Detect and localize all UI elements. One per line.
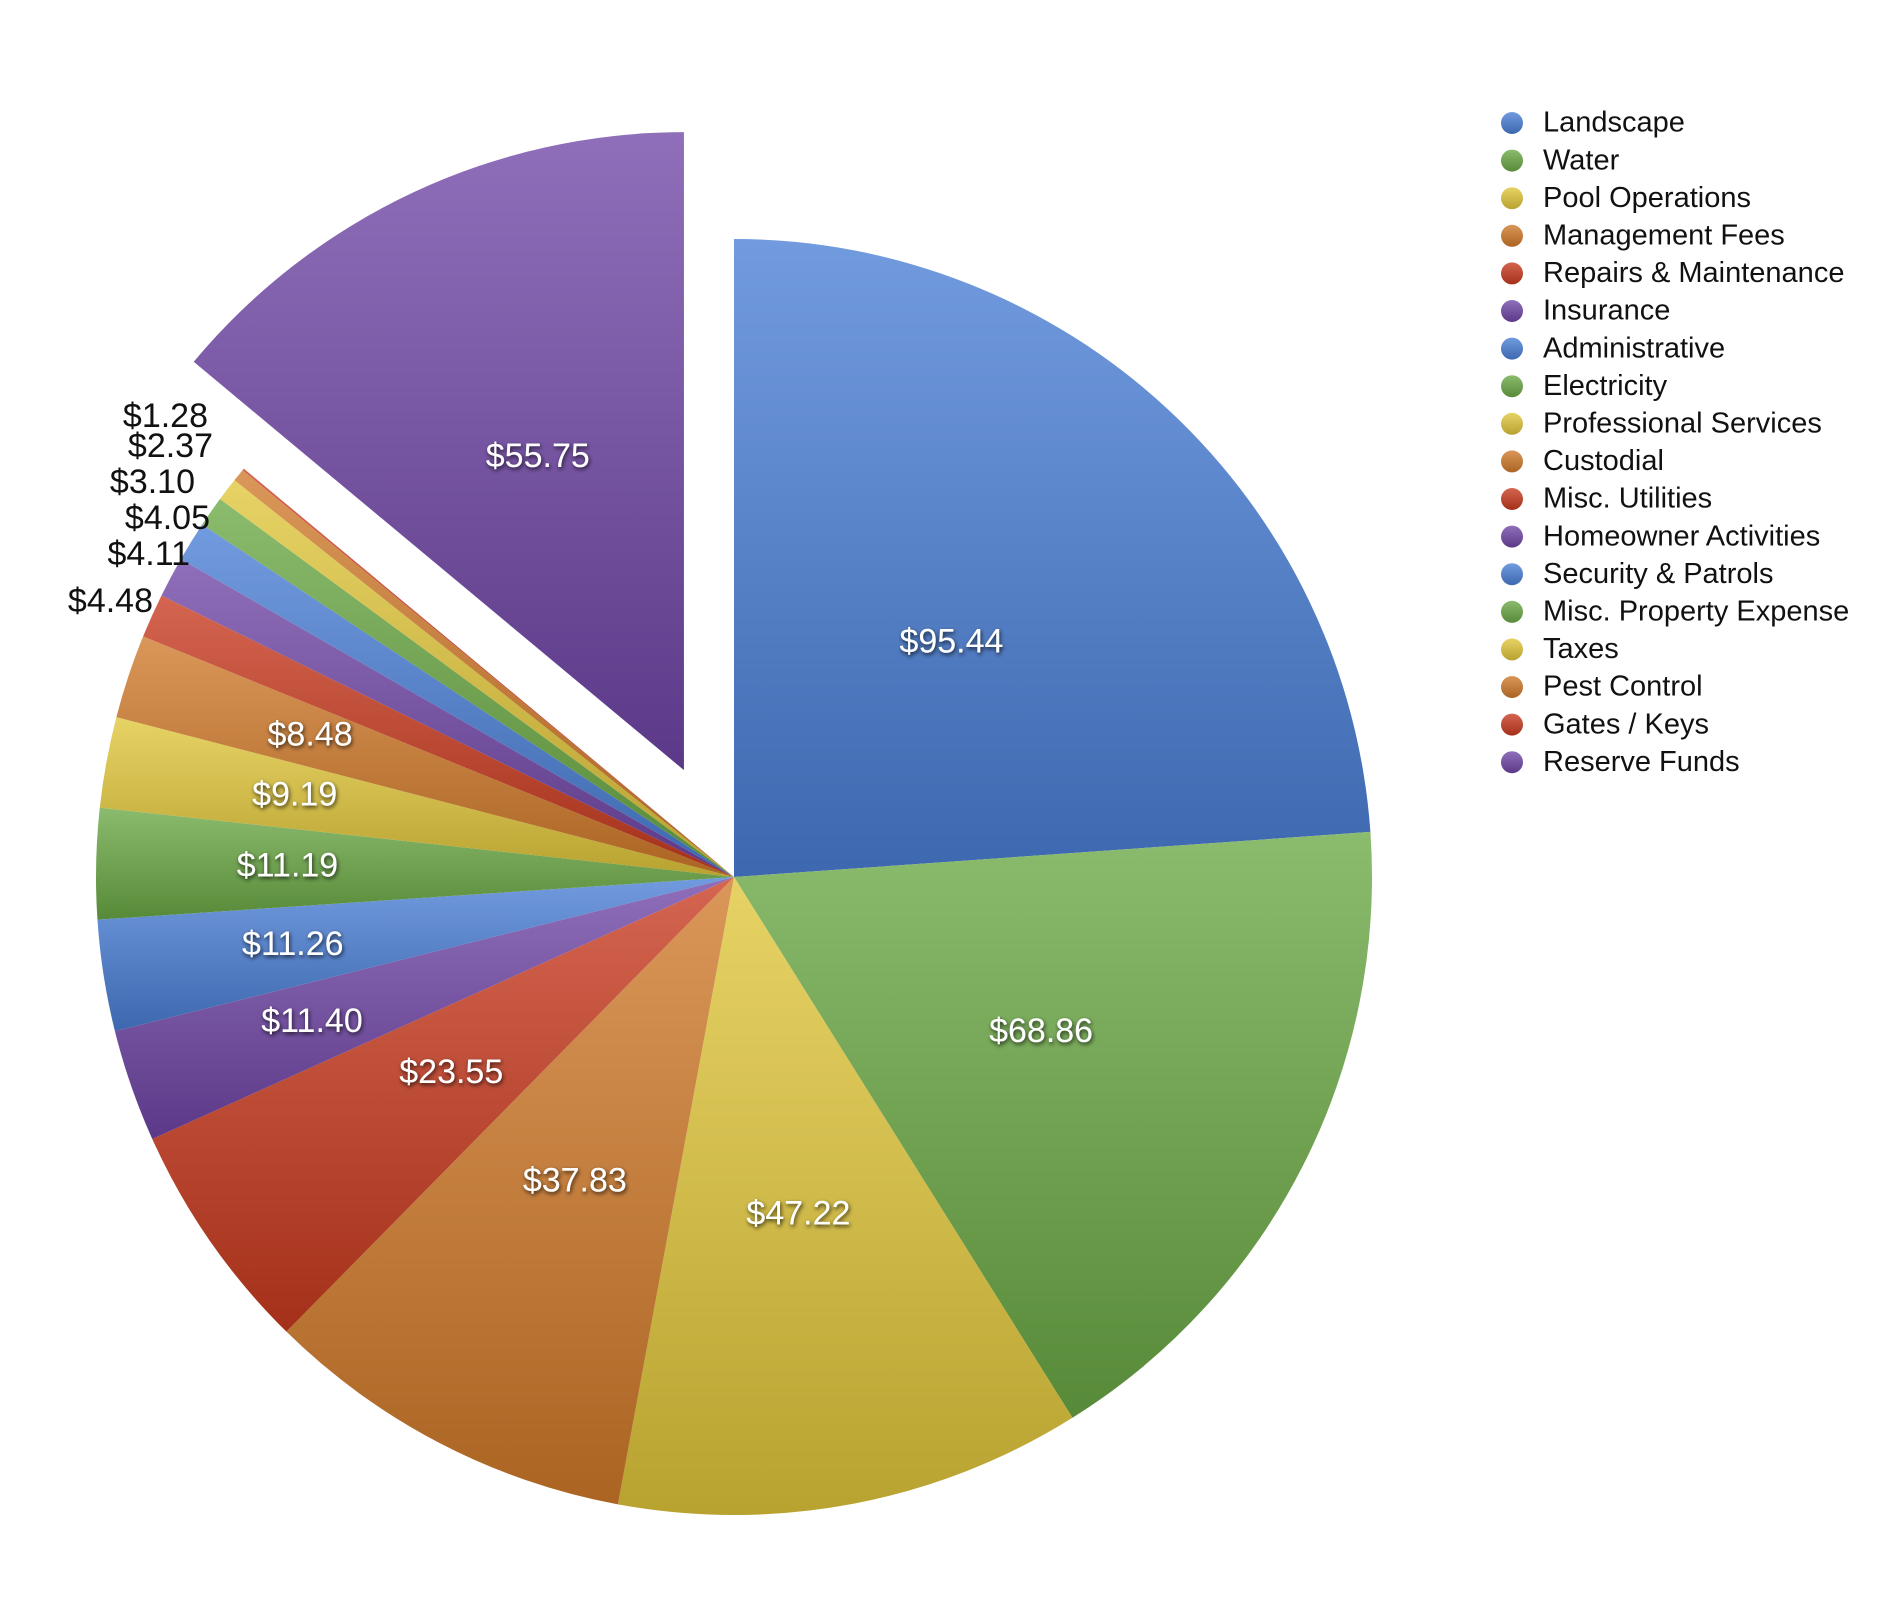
legend-label-custodial: Custodial (1543, 445, 1664, 477)
slice-label-administrative: $11.26 (242, 925, 343, 963)
pie-slice-professional-services (99, 717, 735, 877)
pie-slice-electricity (96, 807, 735, 920)
slice-label-reserve-funds: $55.75 (486, 437, 590, 475)
legend-swatch-taxes (1501, 638, 1523, 661)
slice-label-custodial: $8.48 (268, 715, 353, 753)
legend-swatch-landscape (1501, 112, 1523, 134)
legend-swatch-administrative (1501, 337, 1523, 360)
pie-slice-pool-operations (617, 877, 1073, 1515)
pie-slice-management-fees (286, 877, 734, 1505)
pie-slice-administrative (97, 877, 735, 1032)
legend-label-pool-operations: Pool Operations (1543, 182, 1751, 214)
pie-slice-gates-keys (242, 468, 734, 877)
slice-label-water: $68.86 (989, 1012, 1093, 1050)
legend-label-misc-utilities: Misc. Utilities (1543, 483, 1712, 515)
legend-label-taxes: Taxes (1543, 633, 1619, 665)
legend-swatch-water (1501, 149, 1523, 172)
pie-slice-landscape (734, 239, 1371, 877)
pie-slice-repairs-maintenance (152, 877, 735, 1332)
legend-swatch-misc-utilities (1501, 488, 1523, 510)
legend-label-insurance: Insurance (1543, 295, 1670, 327)
legend-label-homeowner-activities: Homeowner Activities (1543, 520, 1820, 552)
slice-labels: $95.44 $68.86 $47.22 $37.83 $23.55 $11.40 $11.… (68, 397, 1093, 1232)
legend-swatch-misc-property-expense (1501, 600, 1523, 623)
legend-swatch-security-patrols (1501, 563, 1523, 586)
legend-swatch-custodial (1501, 450, 1523, 473)
legend-swatch-pool-operations (1501, 187, 1523, 210)
legend-swatch-reserve-funds (1501, 751, 1523, 774)
slice-label-misc-utilities: $4.48 (68, 582, 153, 620)
legend-swatch-insurance (1501, 300, 1523, 322)
legend-label-misc-property-expense: Misc. Property Expense (1543, 595, 1849, 627)
slice-label-repairs-maintenance: $23.55 (399, 1053, 503, 1091)
legend-label-landscape: Landscape (1543, 107, 1685, 139)
slice-label-professional-services: $9.19 (252, 776, 337, 814)
legend-label-water: Water (1543, 144, 1620, 176)
slice-label-taxes: $2.37 (128, 427, 213, 465)
legend-label-administrative: Administrative (1543, 332, 1725, 364)
pie-slice-misc-utilities (143, 595, 734, 877)
legend-label-electricity: Electricity (1543, 370, 1668, 402)
legend-swatch-gates-keys (1501, 713, 1523, 736)
legend-label-management-fees: Management Fees (1543, 219, 1785, 251)
slice-label-pool-operations: $47.22 (746, 1194, 850, 1232)
legend-swatch-electricity (1501, 375, 1523, 398)
pie-slices (96, 132, 1372, 1515)
pie-slice-custodial (116, 636, 735, 877)
slice-label-homeowner-activities: $4.11 (107, 535, 190, 573)
slice-label-pest-control: $1.28 (123, 397, 208, 435)
slice-label-electricity: $11.19 (237, 847, 338, 885)
legend-swatch-repairs-maintenance (1501, 262, 1523, 285)
legend-swatch-pest-control (1501, 676, 1523, 698)
slice-label-security-patrols: $4.05 (125, 499, 210, 537)
legend-label-professional-services: Professional Services (1543, 407, 1822, 439)
pie-slice-misc-property-expense (202, 499, 735, 877)
pie-slice-reserve-funds (193, 132, 684, 771)
slice-label-management-fees: $37.83 (523, 1162, 627, 1200)
legend-label-pest-control: Pest Control (1543, 671, 1703, 703)
slice-label-misc-property-expense: $3.10 (110, 463, 195, 501)
pie-slice-insurance (114, 877, 735, 1139)
pie-slice-homeowner-activities (161, 559, 734, 877)
pie-slice-pest-control (234, 470, 734, 877)
slice-label-landscape: $95.44 (899, 623, 1003, 661)
legend-label-security-patrols: Security & Patrols (1543, 558, 1773, 590)
pie-slice-water (734, 831, 1372, 1418)
legend-swatch-professional-services (1501, 412, 1523, 435)
legend: Landscape Water Pool Operations Management … (1501, 107, 1849, 778)
legend-label-reserve-funds: Reserve Funds (1543, 746, 1740, 778)
legend-swatch-management-fees (1501, 224, 1523, 247)
legend-swatch-homeowner-activities (1501, 525, 1523, 548)
legend-label-gates-keys: Gates / Keys (1543, 708, 1709, 740)
slice-label-insurance: $11.40 (261, 1002, 362, 1040)
pie-slice-taxes (220, 480, 735, 877)
legend-label-repairs-maintenance: Repairs & Maintenance (1543, 257, 1844, 289)
pie-slice-security-patrols (180, 524, 734, 877)
